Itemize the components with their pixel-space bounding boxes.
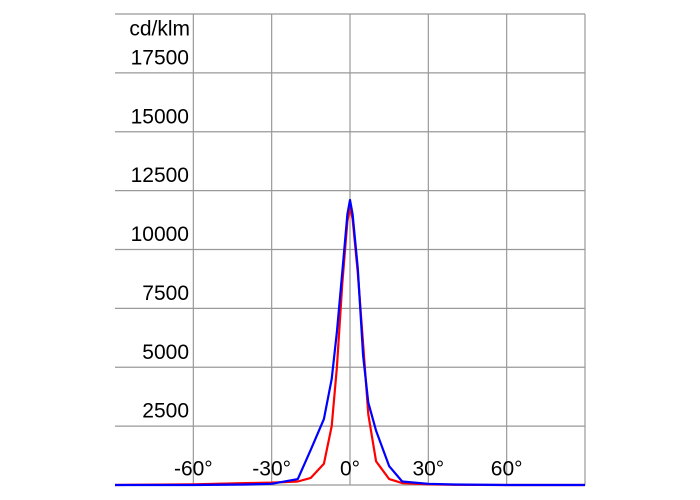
x-tick-label: -60° (174, 458, 213, 481)
series-line (114, 206, 585, 487)
y-tick-label: 15000 (131, 105, 189, 128)
series-line (115, 198, 585, 487)
x-tick-label: -30° (252, 458, 291, 481)
x-tick-label: 60° (491, 458, 523, 481)
y-tick-label: 5000 (142, 341, 189, 364)
x-tick-label: 30° (412, 458, 444, 481)
y-tick-label: 12500 (131, 164, 189, 187)
y-axis-label: cd/klm (129, 18, 190, 41)
y-tick-label: 7500 (142, 282, 189, 305)
y-tick-label: 17500 (131, 46, 189, 69)
y-tick-label: 2500 (142, 400, 189, 423)
x-tick-label: 0° (340, 458, 360, 481)
y-tick-label: 10000 (131, 223, 189, 246)
